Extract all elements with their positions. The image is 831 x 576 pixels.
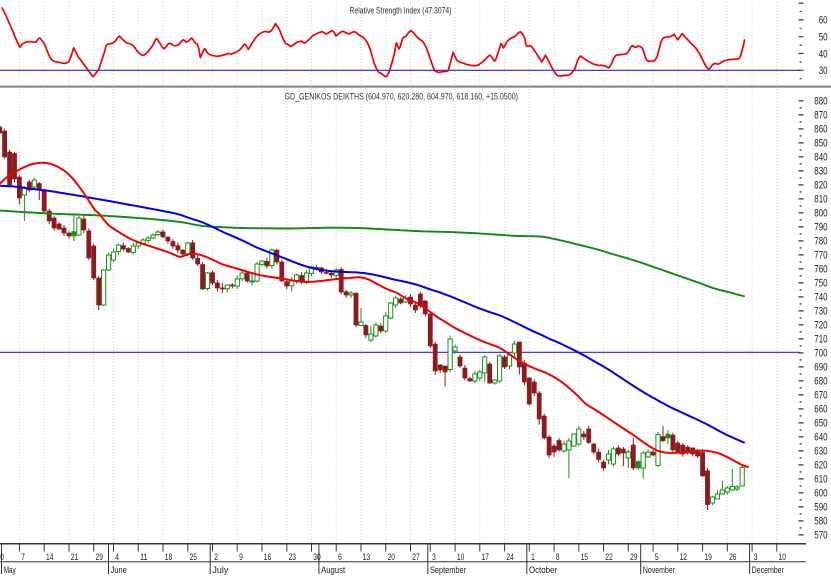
svg-text:18: 18 bbox=[165, 552, 172, 562]
svg-text:790: 790 bbox=[814, 222, 827, 234]
svg-text:May: May bbox=[4, 565, 16, 575]
svg-text:June: June bbox=[111, 565, 127, 575]
svg-text:780: 780 bbox=[814, 236, 827, 248]
svg-text:17: 17 bbox=[482, 552, 489, 562]
svg-text:750: 750 bbox=[814, 278, 827, 290]
svg-text:860: 860 bbox=[814, 124, 827, 136]
svg-text:810: 810 bbox=[814, 194, 827, 206]
svg-text:730: 730 bbox=[814, 306, 827, 318]
svg-text:2: 2 bbox=[214, 552, 218, 562]
svg-text:7: 7 bbox=[21, 552, 25, 562]
svg-text:16: 16 bbox=[264, 552, 271, 562]
svg-text:820: 820 bbox=[814, 180, 827, 192]
svg-text:650: 650 bbox=[814, 418, 827, 430]
svg-text:9: 9 bbox=[239, 552, 243, 562]
svg-text:14: 14 bbox=[46, 552, 53, 562]
svg-text:620: 620 bbox=[814, 460, 827, 472]
svg-text:710: 710 bbox=[814, 334, 827, 346]
svg-text:GD_GENIKOS DEIKTHS (604.970, 6: GD_GENIKOS DEIKTHS (604.970, 620.280, 60… bbox=[285, 91, 519, 101]
svg-text:670: 670 bbox=[814, 390, 827, 402]
svg-text:27: 27 bbox=[412, 552, 419, 562]
svg-text:August: August bbox=[321, 565, 345, 575]
svg-text:12: 12 bbox=[680, 552, 687, 562]
svg-text:680: 680 bbox=[814, 376, 827, 388]
svg-text:29: 29 bbox=[630, 552, 637, 562]
svg-text:5: 5 bbox=[655, 552, 659, 562]
svg-text:Relative Strength Index (47.30: Relative Strength Index (47.3074) bbox=[350, 6, 452, 16]
svg-text:19: 19 bbox=[704, 552, 711, 562]
svg-text:800: 800 bbox=[814, 208, 827, 220]
svg-text:580: 580 bbox=[814, 516, 827, 528]
svg-text:600: 600 bbox=[814, 488, 827, 500]
svg-text:60: 60 bbox=[819, 15, 828, 27]
svg-text:July: July bbox=[212, 565, 228, 575]
svg-text:October: October bbox=[529, 565, 557, 575]
svg-text:6: 6 bbox=[338, 552, 342, 562]
svg-text:1: 1 bbox=[531, 552, 535, 562]
svg-text:4: 4 bbox=[115, 552, 119, 562]
svg-text:40: 40 bbox=[819, 48, 828, 60]
svg-text:20: 20 bbox=[388, 552, 395, 562]
svg-text:11: 11 bbox=[140, 552, 147, 562]
svg-text:850: 850 bbox=[814, 138, 827, 150]
svg-text:26: 26 bbox=[729, 552, 736, 562]
svg-text:640: 640 bbox=[814, 432, 827, 444]
svg-text:25: 25 bbox=[190, 552, 197, 562]
svg-text:10: 10 bbox=[779, 552, 786, 562]
svg-text:770: 770 bbox=[814, 250, 827, 262]
svg-text:840: 840 bbox=[814, 152, 827, 164]
svg-text:30: 30 bbox=[0, 552, 4, 562]
svg-text:8: 8 bbox=[556, 552, 560, 562]
svg-text:23: 23 bbox=[289, 552, 296, 562]
svg-text:22: 22 bbox=[605, 552, 612, 562]
svg-text:740: 740 bbox=[814, 292, 827, 304]
svg-text:21: 21 bbox=[71, 552, 78, 562]
svg-text:760: 760 bbox=[814, 264, 827, 276]
svg-text:13: 13 bbox=[363, 552, 370, 562]
svg-text:30: 30 bbox=[819, 65, 828, 77]
svg-text:50: 50 bbox=[819, 32, 828, 44]
svg-text:15: 15 bbox=[581, 552, 588, 562]
svg-text:870: 870 bbox=[814, 110, 827, 122]
svg-text:610: 610 bbox=[814, 474, 827, 486]
svg-text:29: 29 bbox=[96, 552, 103, 562]
svg-text:590: 590 bbox=[814, 502, 827, 514]
svg-text:3: 3 bbox=[432, 552, 436, 562]
svg-text:24: 24 bbox=[506, 552, 513, 562]
svg-text:November: November bbox=[643, 565, 675, 575]
svg-text:570: 570 bbox=[814, 530, 827, 542]
svg-text:3: 3 bbox=[754, 552, 758, 562]
svg-text:30: 30 bbox=[313, 552, 320, 562]
svg-text:690: 690 bbox=[814, 362, 827, 374]
svg-text:10: 10 bbox=[457, 552, 464, 562]
svg-text:830: 830 bbox=[814, 166, 827, 178]
svg-text:880: 880 bbox=[814, 96, 827, 108]
svg-text:December: December bbox=[752, 565, 784, 575]
svg-text:700: 700 bbox=[814, 348, 827, 360]
svg-text:720: 720 bbox=[814, 320, 827, 332]
svg-text:September: September bbox=[430, 565, 466, 575]
svg-text:660: 660 bbox=[814, 404, 827, 416]
svg-text:630: 630 bbox=[814, 446, 827, 458]
